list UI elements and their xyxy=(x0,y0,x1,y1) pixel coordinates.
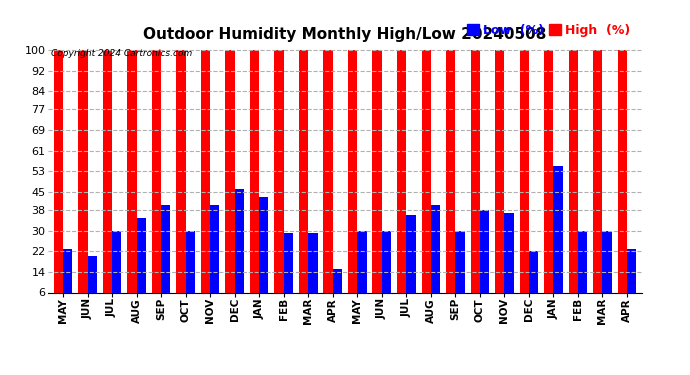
Bar xyxy=(520,50,529,308)
Bar xyxy=(275,50,284,308)
Bar xyxy=(88,256,97,308)
Bar xyxy=(127,50,137,308)
Bar xyxy=(382,231,391,308)
Bar xyxy=(210,205,219,308)
Text: Copyright 2024 Cartronics.com: Copyright 2024 Cartronics.com xyxy=(51,49,193,58)
Bar xyxy=(569,50,578,308)
Bar xyxy=(177,50,186,308)
Bar xyxy=(495,50,504,308)
Bar xyxy=(103,50,112,308)
Bar xyxy=(54,50,63,308)
Bar xyxy=(201,50,210,308)
Bar xyxy=(553,166,563,308)
Bar xyxy=(348,50,357,308)
Bar xyxy=(431,205,440,308)
Bar xyxy=(333,269,342,308)
Bar xyxy=(63,249,72,308)
Bar xyxy=(373,50,382,308)
Bar xyxy=(112,231,121,308)
Bar xyxy=(259,197,268,308)
Bar xyxy=(250,50,259,308)
Bar xyxy=(308,233,317,308)
Bar xyxy=(593,50,602,308)
Bar xyxy=(137,218,146,308)
Bar xyxy=(161,205,170,308)
Bar xyxy=(602,231,612,308)
Title: Outdoor Humidity Monthly High/Low 20240508: Outdoor Humidity Monthly High/Low 202405… xyxy=(144,27,546,42)
Bar xyxy=(226,50,235,308)
Bar xyxy=(627,249,636,308)
Bar xyxy=(422,50,431,308)
Bar xyxy=(397,50,406,308)
Bar xyxy=(235,189,244,308)
Bar xyxy=(186,231,195,308)
Bar xyxy=(529,251,538,308)
Bar xyxy=(578,231,587,308)
Bar xyxy=(455,231,464,308)
Bar xyxy=(299,50,308,308)
Bar xyxy=(504,213,513,308)
Bar xyxy=(152,50,161,308)
Bar xyxy=(471,50,480,308)
Bar xyxy=(357,231,366,308)
Bar xyxy=(480,210,489,308)
Bar xyxy=(544,50,553,308)
Bar xyxy=(618,50,627,308)
Bar xyxy=(406,215,415,308)
Bar xyxy=(446,50,455,308)
Bar xyxy=(78,50,88,308)
Bar xyxy=(284,233,293,308)
Legend: Low  (%), High  (%): Low (%), High (%) xyxy=(462,19,635,42)
Bar xyxy=(324,50,333,308)
